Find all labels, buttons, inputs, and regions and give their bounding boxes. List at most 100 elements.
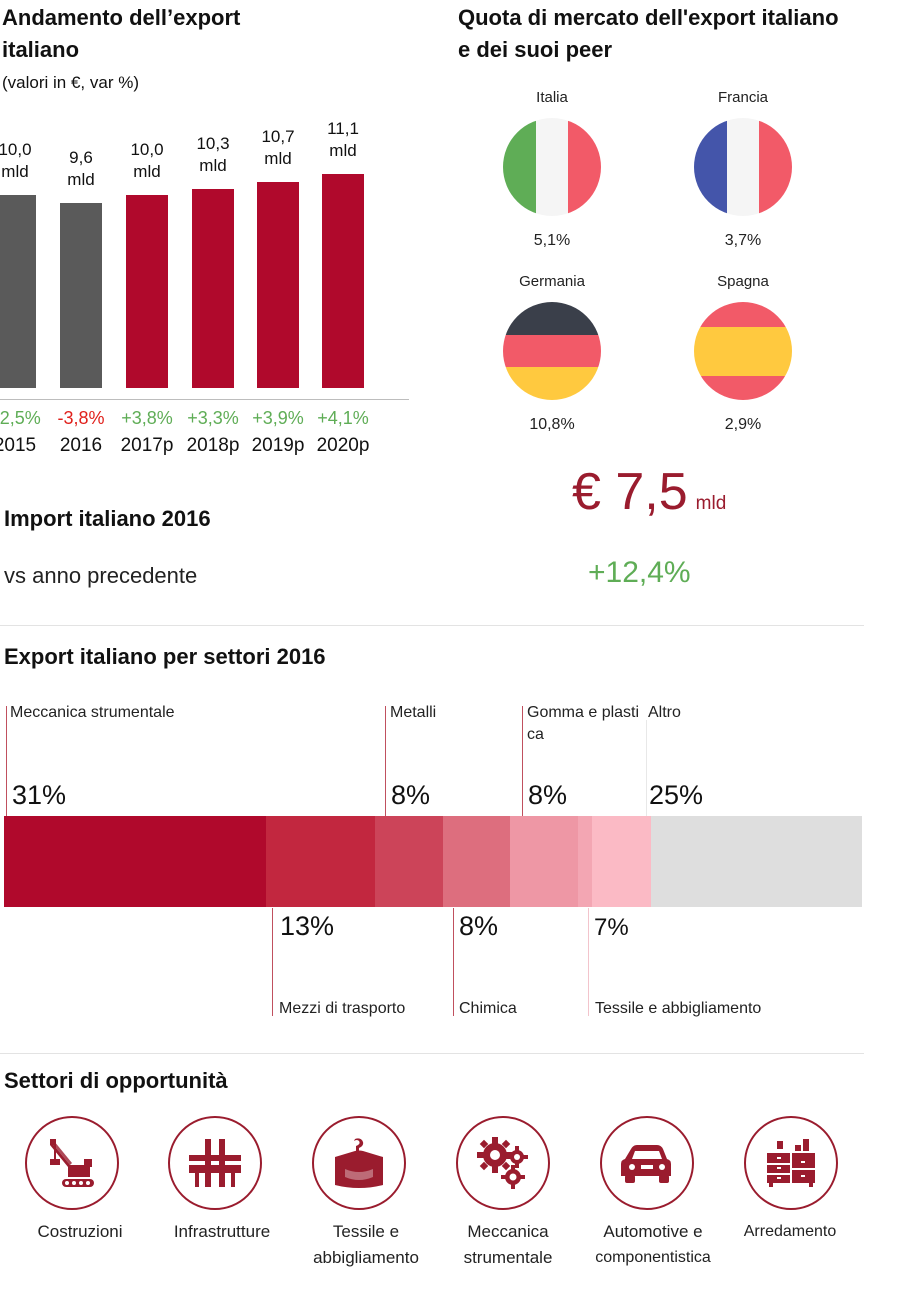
flag-stripe: [568, 118, 601, 216]
fabric-icon: [335, 1138, 383, 1188]
flag-stripe: [694, 326, 792, 376]
opportunity-label-line1: Arredamento: [743, 1223, 837, 1240]
country-share: 3,7%: [724, 232, 762, 249]
export-growth-label: +2,5%: [0, 408, 41, 428]
export-bar-2019p: [257, 182, 299, 388]
flag-stripe: [535, 118, 569, 216]
flag-stripe: [694, 375, 792, 400]
opportunity-label: Tessile e abbigliamento: [296, 1219, 436, 1271]
label-gomma-line1: Gomma e plasti: [527, 704, 640, 721]
divider-1: [0, 625, 864, 626]
label-chimica: Chimica: [459, 1000, 517, 1017]
sector-pct-label: 31%: [12, 780, 67, 810]
export-bar-2020p: [322, 174, 364, 388]
country-share: 2,9%: [724, 416, 762, 433]
label-tessile: Tessile e abbigliamento: [595, 1000, 762, 1017]
label-mezzi: Mezzi di trasporto: [279, 1000, 406, 1017]
opportunity-meccanica: [456, 1116, 550, 1210]
flag-stripe: [503, 367, 601, 400]
export-bar-value-label-line: mld: [199, 156, 227, 175]
opportunity-costruzioni: [25, 1116, 119, 1210]
flag-italia-icon: [503, 118, 601, 216]
opportunity-label-line1: Automotive e: [603, 1222, 703, 1241]
export-bar-value-label: 10,3 mld: [178, 133, 248, 177]
import-change: +12,4%: [588, 556, 691, 589]
leader-line-mezzi: [272, 908, 273, 1016]
export-growth-label: +3,9%: [252, 408, 304, 428]
export-bar-value-label-line: 11,1: [327, 119, 359, 138]
export-bar-value-label: 10,0 mld: [0, 139, 50, 183]
opportunity-label-line1: Costruzioni: [37, 1222, 123, 1241]
country-name: Germania: [519, 273, 585, 290]
export-bar-value-label-line: 10,7: [261, 127, 295, 146]
export-title-line2: italiano: [2, 37, 80, 62]
opportunity-label-line1: Tessile e: [332, 1222, 400, 1241]
flag-stripe: [503, 334, 601, 368]
import-vs-label: vs anno precedente: [4, 563, 198, 588]
sector-segment: [375, 816, 444, 907]
export-bar-value-label: 10,7 mld: [243, 126, 313, 170]
export-bar-value-label-line: mld: [67, 170, 95, 189]
export-growth-label: -3,8%: [57, 408, 105, 428]
leader-line-tessile: [588, 908, 589, 1016]
export-year-label: 2019p: [251, 435, 305, 456]
export-growth-label: +3,3%: [187, 408, 239, 428]
sector-pct-label: 8%: [459, 911, 499, 941]
sector-pct-label: 7%: [594, 914, 629, 941]
market-share-title-line2: e dei suoi peer: [458, 37, 613, 62]
flag-stripe: [503, 302, 601, 335]
export-bar-value-label-line: 10,0: [130, 140, 164, 159]
furniture-icon: [767, 1139, 815, 1187]
opportunity-label: Infrastrutture: [152, 1219, 292, 1245]
gears-icon: [477, 1137, 528, 1189]
export-year-label: 2017p: [120, 435, 174, 456]
sector-pct-label: 8%: [528, 780, 568, 810]
flag-stripe: [694, 118, 727, 216]
import-value: € 7,5: [572, 463, 688, 521]
opportunity-label: Arredamento: [720, 1219, 860, 1245]
country-name: Francia: [717, 89, 769, 106]
flag-francia-icon: [694, 118, 792, 216]
sector-segment: [4, 816, 267, 907]
export-bar-2018p: [192, 189, 234, 388]
label-gomma-line2: ca: [527, 726, 544, 743]
car-icon: [621, 1145, 671, 1183]
export-bar-value-label-line: mld: [1, 162, 29, 181]
sector-segment: [577, 816, 593, 907]
opportunity-label-line2: abbigliamento: [313, 1248, 419, 1267]
sector-segment: [442, 816, 511, 907]
import-value-block: € 7,5 mld: [572, 462, 726, 522]
leader-line-metalli: [385, 706, 386, 816]
export-bar-value-label-line: mld: [133, 162, 161, 181]
market-share-title-line1: Quota di mercato dell'export italiano: [458, 5, 839, 30]
flag-germania-icon: [503, 302, 601, 400]
opportunity-label: Meccanica strumentale: [438, 1219, 578, 1271]
opportunity-automotive: [600, 1116, 694, 1210]
label-metalli: Metalli: [390, 704, 437, 721]
export-bar-value-label-line: 9,6: [69, 148, 93, 167]
sector-pct-label: 8%: [391, 780, 431, 810]
export-bar-2016: [60, 203, 102, 388]
export-bar-value-label: 10,0 mld: [112, 139, 182, 183]
crane-icon: [50, 1139, 94, 1187]
leader-line-gomma: [522, 706, 523, 816]
country-name: Italia: [536, 89, 568, 106]
sector-segment: [651, 816, 863, 907]
flag-spagna-icon: [694, 302, 792, 400]
opportunity-label: Automotive e componentistica: [583, 1219, 723, 1271]
sector-pct-label: 25%: [649, 780, 704, 810]
import-title: Import italiano 2016: [4, 506, 211, 531]
export-bar-2017p: [126, 195, 168, 388]
flag-stripe: [694, 302, 792, 327]
opportunity-infrastrutture: [168, 1116, 262, 1210]
road-icon: [189, 1139, 241, 1187]
opportunity-label: Costruzioni: [10, 1219, 150, 1245]
leader-line-chimica: [453, 908, 454, 1016]
export-bar-value-label-line: 10,0: [0, 140, 32, 159]
divider-2: [0, 1053, 864, 1054]
export-year-label: 2020p: [316, 435, 370, 456]
label-altro: Altro: [648, 704, 681, 721]
export-year-label: 2016: [59, 435, 103, 456]
label-meccanica: Meccanica strumentale: [10, 704, 175, 721]
flag-stripe: [503, 118, 536, 216]
